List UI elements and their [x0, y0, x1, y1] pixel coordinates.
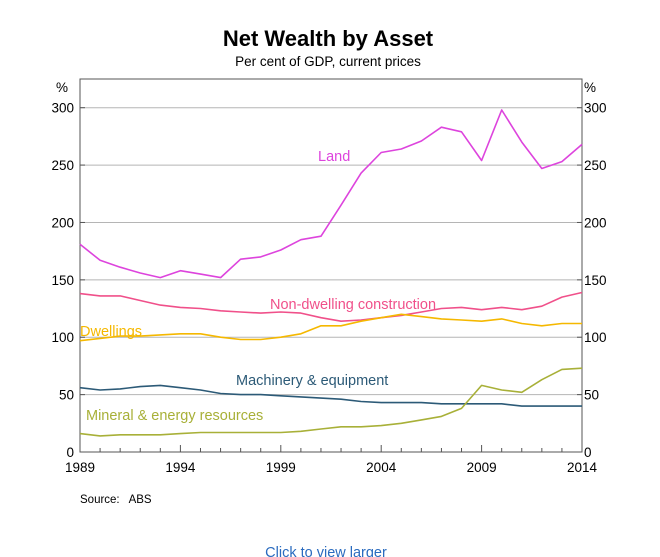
y-tick-label-right-100: 100 — [584, 330, 607, 345]
series-label-machinery-equipment: Machinery & equipment — [236, 373, 388, 389]
y-axis-unit-left: % — [56, 80, 68, 95]
y-axis-unit-right: % — [584, 80, 596, 95]
source-note: Source: ABS — [80, 494, 152, 506]
y-tick-label-left-300: 300 — [51, 101, 74, 116]
series-line-dwellings — [79, 313, 582, 342]
y-tick-label-left-100: 100 — [51, 330, 74, 345]
view-larger-link[interactable]: Click to view larger — [265, 545, 387, 557]
y-tick-label-right-50: 50 — [584, 388, 599, 403]
y-axis-ticks: 0 0 50 50 100 100 150 150 200 200 250 250 300 300 — [51, 101, 606, 460]
grid-lines — [80, 107, 582, 396]
x-tick-label-2014: 2014 — [567, 460, 598, 475]
series-line-non-dwelling-construction — [79, 291, 583, 323]
y-tick-label-left-250: 250 — [51, 158, 74, 173]
series-label-land: Land — [318, 149, 350, 165]
x-tick-label-1999: 1999 — [266, 460, 296, 475]
y-tick-label-right-150: 150 — [584, 273, 607, 288]
series-line-machinery-equipment — [79, 384, 582, 407]
y-tick-label-right-300: 300 — [584, 101, 607, 116]
y-tick-label-right-200: 200 — [584, 215, 607, 230]
x-tick-label-1994: 1994 — [165, 460, 196, 475]
chart-title: Net Wealth by Asset — [223, 26, 434, 51]
series-label-dwellings: Dwellings — [80, 324, 142, 340]
y-tick-label-right-250: 250 — [584, 158, 607, 173]
series-label-mineral-energy-resources: Mineral & energy resources — [86, 408, 263, 424]
x-tick-label-1989: 1989 — [65, 460, 95, 475]
series-lines — [79, 109, 583, 437]
series-line-land — [79, 109, 583, 279]
y-tick-label-left-0: 0 — [66, 445, 74, 460]
y-tick-label-left-50: 50 — [59, 388, 74, 403]
plot-frame — [79, 78, 583, 453]
y-tick-label-left-150: 150 — [51, 273, 74, 288]
y-tick-label-left-200: 200 — [51, 215, 74, 230]
series-line-mineral-energy-resources — [79, 367, 583, 437]
x-tick-label-2004: 2004 — [366, 460, 397, 475]
x-tick-label-2009: 2009 — [467, 460, 497, 475]
chart-subtitle: Per cent of GDP, current prices — [235, 54, 421, 69]
y-tick-label-right-0: 0 — [584, 445, 592, 460]
x-axis-ticks: 1989 1994 1999 2004 2009 2014 — [65, 445, 598, 475]
series-label-non-dwelling-construction: Non-dwelling construction — [270, 297, 436, 313]
